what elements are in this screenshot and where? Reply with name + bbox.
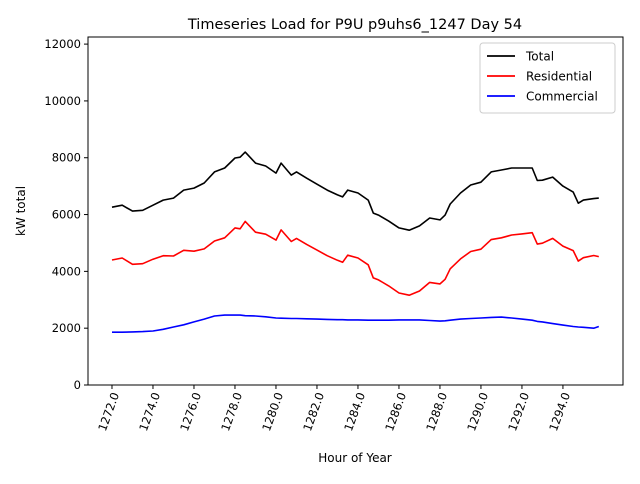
y-tick-label: 6000 [52,208,81,222]
y-axis-label: kW total [14,186,28,236]
y-tick-label: 0 [74,378,81,392]
series-line-commercial [112,314,600,334]
chart-title: Timeseries Load for P9U p9uhs6_1247 Day … [187,17,522,33]
legend: Total Residential Commercial [479,42,616,114]
series-line-total [111,151,599,231]
plot-frame [87,36,624,386]
plot-marks [111,151,600,334]
y-tick-label: 8000 [52,151,81,165]
legend-label: Commercial [526,90,598,104]
x-axis-label: Hour of Year [318,451,392,465]
y-tick-label: 2000 [52,321,81,335]
legend-label: Total [525,50,554,64]
y-axis: 0 2000 4000 6000 8000 10000 12000 [44,37,88,392]
y-tick-label: 4000 [52,264,81,278]
legend-label: Residential [526,70,592,84]
y-tick-label: 12000 [44,37,81,51]
y-tick-label: 10000 [44,94,81,108]
series-line-residential [111,220,599,297]
